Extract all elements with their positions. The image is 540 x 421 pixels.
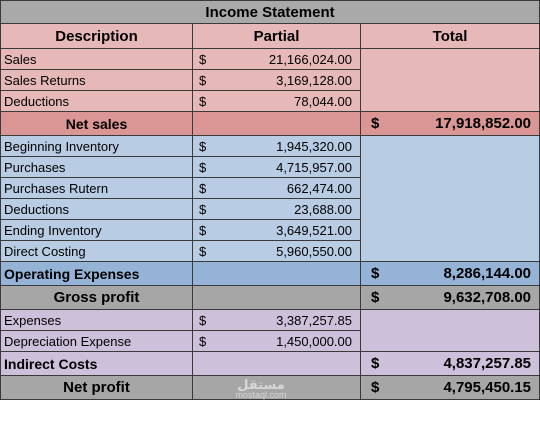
total-empty-cell [359,309,540,352]
table-row: Deductions $ 78,044.00 [0,90,540,112]
row-label: Deductions [0,90,193,112]
income-statement-table: Income Statement Description Partial Tot… [0,0,540,400]
row-label: Ending Inventory [0,219,193,241]
partial-empty-cell [192,285,361,310]
currency-symbol: $ [192,48,217,70]
partial-amount: 5,960,550.00 [216,240,361,262]
partial-amount: 3,169,128.00 [216,69,361,91]
currency-symbol: $ [360,111,391,136]
row-label: Expenses [0,309,193,331]
table-row: Beginning Inventory $ 1,945,320.00 [0,135,540,262]
net-profit-total: 4,795,450.15 [390,375,540,400]
operating-expenses-row: Operating Expenses $ 8,286,144.00 [0,261,540,286]
indirect-costs-row: Indirect Costs $ 4,837,257.85 [0,351,540,376]
currency-symbol: $ [192,90,217,112]
table-row: Expenses $ 3,387,257.85 [0,309,540,352]
currency-symbol: $ [360,351,391,376]
header-description: Description [0,23,193,49]
currency-symbol: $ [192,177,217,199]
partial-amount: 78,044.00 [216,90,361,112]
net-sales-label: Net sales [0,111,193,136]
row-label: Purchases Rutern [0,177,193,199]
total-empty-cell [359,135,540,262]
currency-symbol: $ [192,156,217,178]
partial-amount: 1,945,320.00 [216,135,361,157]
row-label: Sales [0,48,193,70]
partial-empty-cell [192,375,361,400]
partial-empty-cell [192,261,361,286]
currency-symbol: $ [192,198,217,220]
table-row: Purchases Rutern $ 662,474.00 [0,177,540,199]
table-row: Sales $ 21,166,024.00 [0,48,540,112]
net-profit-label: Net profit [0,375,193,400]
operating-expenses-label: Operating Expenses [0,261,193,286]
indirect-costs-total: 4,837,257.85 [390,351,540,376]
currency-symbol: $ [192,240,217,262]
total-empty-cell [359,48,540,112]
row-label: Beginning Inventory [0,135,193,157]
partial-empty-cell [192,351,361,376]
currency-symbol: $ [192,330,217,352]
indirect-costs-label: Indirect Costs [0,351,193,376]
partial-amount: 23,688.00 [216,198,361,220]
gross-profit-label: Gross profit [0,285,193,310]
header-partial: Partial [192,23,361,49]
currency-symbol: $ [192,69,217,91]
partial-amount: 3,649,521.00 [216,219,361,241]
row-label: Sales Returns [0,69,193,91]
partial-amount: 3,387,257.85 [216,309,361,331]
currency-symbol: $ [192,219,217,241]
partial-amount: 1,450,000.00 [216,330,361,352]
currency-symbol: $ [192,135,217,157]
row-label: Purchases [0,156,193,178]
currency-symbol: $ [360,261,391,286]
operating-expenses-total: 8,286,144.00 [390,261,540,286]
header-total: Total [359,23,540,49]
net-sales-total: 17,918,852.00 [390,111,540,136]
currency-symbol: $ [360,375,391,400]
currency-symbol: $ [192,309,217,331]
row-label: Depreciation Expense [0,330,193,352]
gross-profit-row: Gross profit $ 9,632,708.00 [0,285,540,310]
table-row: Purchases $ 4,715,957.00 [0,156,540,178]
table-row: Deductions $ 23,688.00 [0,198,540,220]
partial-amount: 662,474.00 [216,177,361,199]
net-sales-row: Net sales $ 17,918,852.00 [0,111,540,136]
row-label: Deductions [0,198,193,220]
row-label: Direct Costing [0,240,193,262]
net-profit-row: Net profit $ 4,795,450.15 [0,375,540,400]
partial-empty-cell [192,111,361,136]
gross-profit-total: 9,632,708.00 [390,285,540,310]
currency-symbol: $ [360,285,391,310]
partial-amount: 4,715,957.00 [216,156,361,178]
partial-amount: 21,166,024.00 [216,48,361,70]
statement-title: Income Statement [0,0,540,24]
